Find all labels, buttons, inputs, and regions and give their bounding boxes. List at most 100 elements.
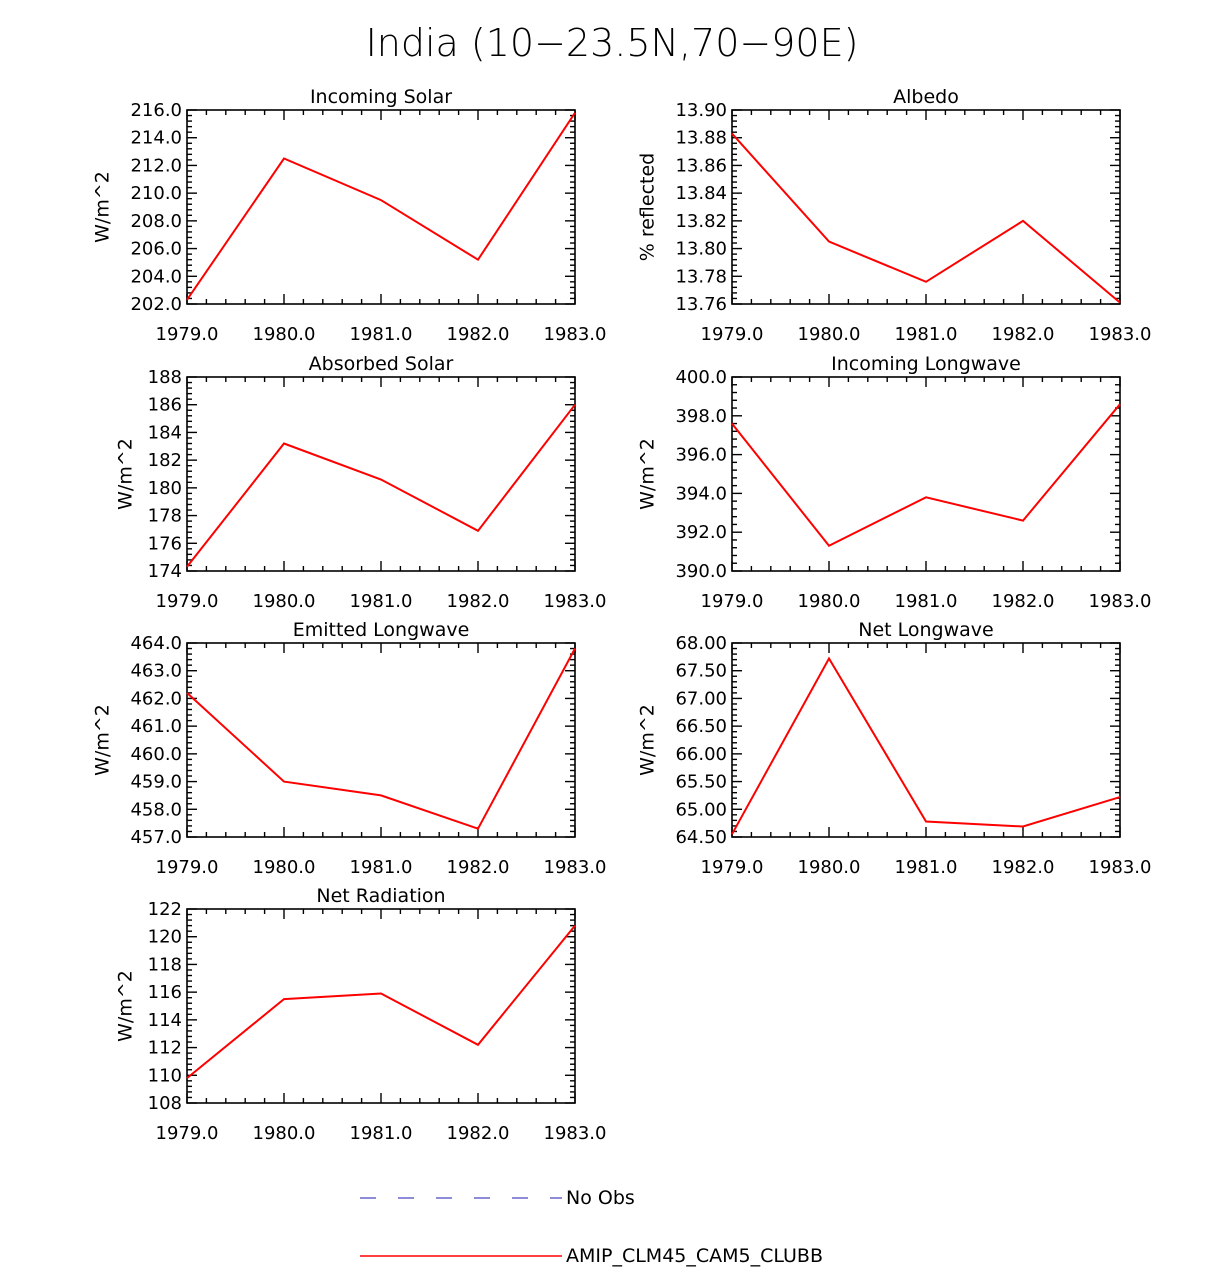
panel-absorbed-solar-frame bbox=[186, 376, 576, 572]
panel-emitted-longwave-xtick-label: 1982.0 bbox=[447, 857, 510, 878]
panel-incoming-solar-title: Incoming Solar bbox=[310, 86, 452, 108]
panel-emitted-longwave-ytick-label: 458.0 bbox=[130, 799, 182, 820]
panel-incoming-solar-ytick-label: 208.0 bbox=[130, 211, 182, 232]
panel-net-radiation-xtick-label: 1983.0 bbox=[544, 1123, 607, 1144]
panel-absorbed-solar-xtick-label: 1983.0 bbox=[544, 591, 607, 612]
panel-net-radiation-xtick-label: 1981.0 bbox=[350, 1123, 413, 1144]
panel-net-radiation-title: Net Radiation bbox=[316, 885, 445, 907]
panel-emitted-longwave-ytick-label: 462.0 bbox=[130, 688, 182, 709]
panel-albedo-xtick-label: 1983.0 bbox=[1089, 324, 1152, 345]
panel-net-longwave-title: Net Longwave bbox=[858, 619, 994, 641]
panel-net-radiation: Net Radiation 1979.0 1980.0 1981.0 1982.0 198… bbox=[115, 885, 607, 1144]
panel-absorbed-solar-ytick-label: 188 bbox=[148, 367, 182, 388]
panel-absorbed-solar-xtick-label: 1979.0 bbox=[156, 591, 219, 612]
panel-net-radiation-ytick-label: 112 bbox=[148, 1038, 182, 1059]
panel-absorbed-solar-ytick-label: 184 bbox=[148, 422, 182, 443]
panel-incoming-solar-xtick-label: 1981.0 bbox=[350, 324, 413, 345]
panel-net-radiation-ytick-label: 118 bbox=[148, 954, 182, 975]
panel-incoming-solar-xtick-label: 1983.0 bbox=[544, 324, 607, 345]
panel-incoming-solar-ytick-label: 204.0 bbox=[130, 266, 182, 287]
panel-net-radiation-xtick-label: 1980.0 bbox=[253, 1123, 316, 1144]
panel-net-radiation-xtick-label: 1982.0 bbox=[447, 1123, 510, 1144]
panel-incoming-solar-ytick-label: 214.0 bbox=[130, 128, 182, 149]
panel-emitted-longwave-frame bbox=[186, 642, 576, 838]
panel-incoming-longwave-xtick-label: 1982.0 bbox=[992, 591, 1055, 612]
panel-emitted-longwave-xtick-label: 1983.0 bbox=[544, 857, 607, 878]
panel-albedo-ytick-label: 13.76 bbox=[675, 294, 727, 315]
panel-albedo-xtick-label: 1982.0 bbox=[992, 324, 1055, 345]
panel-net-radiation-ytick-label: 122 bbox=[148, 899, 182, 920]
panel-absorbed-solar-xtick-label: 1982.0 bbox=[447, 591, 510, 612]
panel-absorbed-solar-ytick-label: 182 bbox=[148, 450, 182, 471]
panel-absorbed-solar-xtick-label: 1981.0 bbox=[350, 591, 413, 612]
panel-absorbed-solar-title: Absorbed Solar bbox=[309, 353, 454, 375]
panel-albedo-ytick-label: 13.90 bbox=[675, 100, 727, 121]
panel-incoming-solar-ytick-label: 206.0 bbox=[130, 239, 182, 260]
panel-net-radiation-ytick-label: 120 bbox=[148, 927, 182, 948]
panel-incoming-longwave-ylabel: W/m^2 bbox=[637, 438, 659, 510]
panel-net-radiation-ytick-label: 116 bbox=[148, 982, 182, 1003]
panel-incoming-solar-xtick-label: 1982.0 bbox=[447, 324, 510, 345]
panel-albedo-xtick-label: 1979.0 bbox=[701, 324, 764, 345]
panel-incoming-solar-xtick-label: 1979.0 bbox=[156, 324, 219, 345]
panel-albedo-ytick-label: 13.82 bbox=[675, 211, 727, 232]
panel-emitted-longwave-ytick-label: 463.0 bbox=[130, 661, 182, 682]
panel-net-radiation-ytick-label: 108 bbox=[148, 1093, 182, 1114]
panel-absorbed-solar-xtick-label: 1980.0 bbox=[253, 591, 316, 612]
panel-albedo-ytick-label: 13.84 bbox=[675, 183, 727, 204]
panel-incoming-longwave-xtick-label: 1981.0 bbox=[895, 591, 958, 612]
panel-net-longwave-ylabel: W/m^2 bbox=[637, 704, 659, 776]
panel-albedo-series-amip-clm45-cam5-clubb bbox=[731, 132, 1121, 304]
panels: Incoming Solar 1979.0 1980.0 1981.0 1982.0 19… bbox=[92, 86, 1152, 1144]
panel-emitted-longwave-ytick-label: 461.0 bbox=[130, 716, 182, 737]
panel-absorbed-solar-ylabel: W/m^2 bbox=[115, 438, 137, 510]
panel-incoming-longwave-series-amip-clm45-cam5-clubb bbox=[731, 403, 1121, 548]
legend-label-no-obs: No Obs bbox=[566, 1187, 635, 1209]
panel-emitted-longwave-series-amip-clm45-cam5-clubb bbox=[186, 648, 576, 830]
panel-absorbed-solar-ytick-label: 186 bbox=[148, 395, 182, 416]
panel-emitted-longwave-ytick-label: 460.0 bbox=[130, 744, 182, 765]
panel-albedo-xtick-label: 1980.0 bbox=[798, 324, 861, 345]
panel-incoming-longwave-ytick-label: 400.0 bbox=[675, 367, 727, 388]
panel-incoming-longwave-ytick-label: 396.0 bbox=[675, 445, 727, 466]
panel-emitted-longwave-xtick-label: 1981.0 bbox=[350, 857, 413, 878]
panel-absorbed-solar-ytick-label: 174 bbox=[148, 561, 182, 582]
panel-net-longwave-xtick-label: 1979.0 bbox=[701, 857, 764, 878]
panel-incoming-longwave: Incoming Longwave 1979.0 1980.0 1981.0 1982.… bbox=[637, 353, 1152, 612]
panel-incoming-solar-frame bbox=[186, 109, 576, 305]
panel-incoming-longwave-ytick-label: 390.0 bbox=[675, 561, 727, 582]
panel-incoming-solar-ytick-label: 212.0 bbox=[130, 155, 182, 176]
panel-absorbed-solar-ytick-label: 180 bbox=[148, 478, 182, 499]
legend: No Obs AMIP_CLM45_CAM5_CLUBB bbox=[360, 1187, 823, 1267]
panel-emitted-longwave-xtick-label: 1979.0 bbox=[156, 857, 219, 878]
panel-net-longwave-xtick-label: 1983.0 bbox=[1089, 857, 1152, 878]
panel-incoming-longwave-xtick-label: 1983.0 bbox=[1089, 591, 1152, 612]
panel-incoming-longwave-title: Incoming Longwave bbox=[831, 353, 1021, 375]
panel-net-radiation-xtick-label: 1979.0 bbox=[156, 1123, 219, 1144]
panel-net-longwave-ytick-label: 65.00 bbox=[675, 799, 727, 820]
panel-incoming-solar-series-amip-clm45-cam5-clubb bbox=[186, 112, 576, 301]
panel-net-longwave-ytick-label: 66.50 bbox=[675, 716, 727, 737]
legend-label-amip-clm45-cam5-clubb: AMIP_CLM45_CAM5_CLUBB bbox=[566, 1245, 823, 1267]
panel-absorbed-solar: Absorbed Solar 1979.0 1980.0 1981.0 1982.0 19… bbox=[115, 353, 607, 612]
panel-albedo: Albedo 1979.0 1980.0 1981.0 1982.0 1983.0 13.7… bbox=[637, 86, 1152, 345]
panel-absorbed-solar-ytick-label: 176 bbox=[148, 533, 182, 554]
panel-net-radiation-ylabel: W/m^2 bbox=[115, 970, 137, 1042]
panel-net-longwave: Net Longwave 1979.0 1980.0 1981.0 1982.0 1983… bbox=[637, 619, 1152, 878]
panel-incoming-longwave-ytick-label: 394.0 bbox=[675, 483, 727, 504]
panel-incoming-longwave-ytick-label: 392.0 bbox=[675, 522, 727, 543]
panel-emitted-longwave-title: Emitted Longwave bbox=[293, 619, 470, 641]
panel-net-radiation-series-amip-clm45-cam5-clubb bbox=[186, 924, 576, 1079]
panel-net-longwave-ytick-label: 65.50 bbox=[675, 772, 727, 793]
panel-emitted-longwave: Emitted Longwave 1979.0 1980.0 1981.0 1982.0… bbox=[92, 619, 607, 878]
panel-incoming-longwave-xtick-label: 1979.0 bbox=[701, 591, 764, 612]
panel-incoming-longwave-xtick-label: 1980.0 bbox=[798, 591, 861, 612]
panel-emitted-longwave-ylabel: W/m^2 bbox=[92, 704, 114, 776]
panel-net-longwave-ytick-label: 66.00 bbox=[675, 744, 727, 765]
panel-net-longwave-ytick-label: 68.00 bbox=[675, 633, 727, 654]
panel-albedo-frame bbox=[731, 109, 1121, 305]
panel-incoming-solar-xtick-label: 1980.0 bbox=[253, 324, 316, 345]
panel-albedo-ytick-label: 13.86 bbox=[675, 155, 727, 176]
panel-net-longwave-xtick-label: 1981.0 bbox=[895, 857, 958, 878]
